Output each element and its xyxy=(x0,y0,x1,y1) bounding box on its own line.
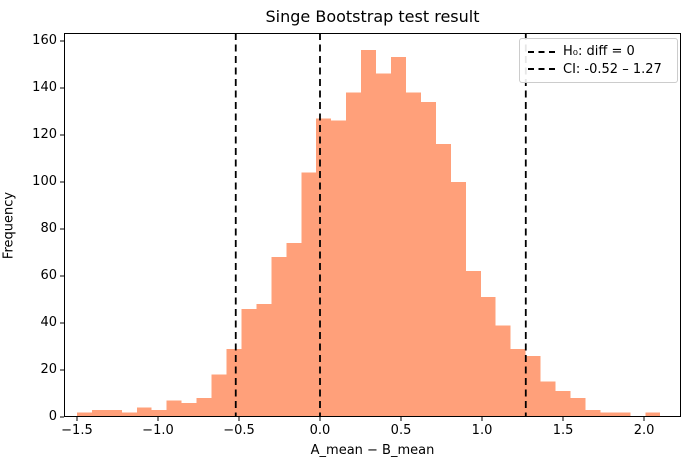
histogram-bar xyxy=(316,118,332,418)
y-tick-label: 80 xyxy=(40,220,57,236)
y-tick-label: 40 xyxy=(40,314,57,330)
histogram-bar xyxy=(420,101,436,418)
histogram-bar xyxy=(331,120,347,418)
histogram-bar xyxy=(391,57,406,417)
y-tick-label: 140 xyxy=(32,79,57,95)
histogram-bar xyxy=(301,172,317,417)
y-axis-label: Frequency xyxy=(1,191,17,260)
dashed-line-icon xyxy=(528,68,555,71)
legend-entry-ci: CI: -0.52 – 1.27 xyxy=(528,61,669,78)
histogram-bar xyxy=(435,144,451,418)
histogram-bar xyxy=(286,242,302,417)
histogram-bar xyxy=(136,407,152,417)
x-tick-label: 2.0 xyxy=(633,423,655,438)
y-tick-label: 160 xyxy=(32,32,57,48)
histogram-bar xyxy=(540,381,556,417)
histogram-bar xyxy=(555,391,571,417)
histogram-bar xyxy=(405,92,421,418)
reference-vlines xyxy=(234,33,527,417)
legend-label-ci: CI: -0.52 – 1.27 xyxy=(563,61,662,77)
histogram-bar xyxy=(151,409,167,417)
x-tick-label: 1.5 xyxy=(552,423,574,438)
histogram-bar xyxy=(645,412,661,417)
x-tick-label: −1.5 xyxy=(61,423,93,438)
x-axis-label: A_mean − B_mean xyxy=(310,443,435,458)
histogram-bar xyxy=(525,355,541,417)
axis-ticks xyxy=(60,40,645,421)
histogram-bar xyxy=(166,400,182,417)
histogram-bar xyxy=(76,412,92,417)
histogram-bar xyxy=(615,412,631,417)
legend-label-h0: H₀: diff = 0 xyxy=(563,44,635,60)
histogram-bar xyxy=(241,308,257,417)
y-tick-label: 120 xyxy=(32,126,57,142)
y-tick-label: 60 xyxy=(40,267,57,283)
histogram-bar xyxy=(226,348,242,417)
y-tick-label: 100 xyxy=(32,173,57,189)
y-tick-label: 0 xyxy=(48,409,57,424)
y-tick-label: 20 xyxy=(40,361,57,377)
legend-entry-h0: H₀: diff = 0 xyxy=(528,43,669,60)
histogram-bar xyxy=(480,297,496,417)
histogram-bar xyxy=(196,398,212,417)
histogram-bar xyxy=(495,325,511,417)
histogram-bar xyxy=(346,92,362,418)
histogram-bar xyxy=(106,409,122,417)
histogram-bar xyxy=(376,73,392,418)
histogram-bar xyxy=(585,409,601,417)
histogram-bar xyxy=(570,398,586,417)
histogram-bar xyxy=(450,181,466,417)
histogram-bar xyxy=(510,348,526,417)
x-tick-label: 0.5 xyxy=(390,423,412,438)
histogram-bar xyxy=(181,402,197,417)
x-tick-label: −0.5 xyxy=(223,423,255,438)
x-tick-label: −1.0 xyxy=(142,423,174,438)
histogram-bar xyxy=(121,412,137,417)
x-tick-label: 1.0 xyxy=(471,423,493,438)
histogram-bar xyxy=(271,257,287,417)
x-tick-label: 0.0 xyxy=(309,423,331,438)
chart-title: Singe Bootstrap test result xyxy=(265,7,480,26)
histogram-bar xyxy=(256,304,272,417)
legend: H₀: diff = 0 CI: -0.52 – 1.27 xyxy=(519,38,678,83)
histogram-bar xyxy=(211,374,227,417)
axes-spines xyxy=(64,33,681,417)
histogram-bar xyxy=(600,412,616,417)
histogram-bars xyxy=(76,50,661,418)
histogram-bar xyxy=(465,271,481,417)
histogram-bar xyxy=(361,50,377,418)
dashed-line-icon xyxy=(528,50,555,53)
histogram-bar xyxy=(91,409,107,417)
